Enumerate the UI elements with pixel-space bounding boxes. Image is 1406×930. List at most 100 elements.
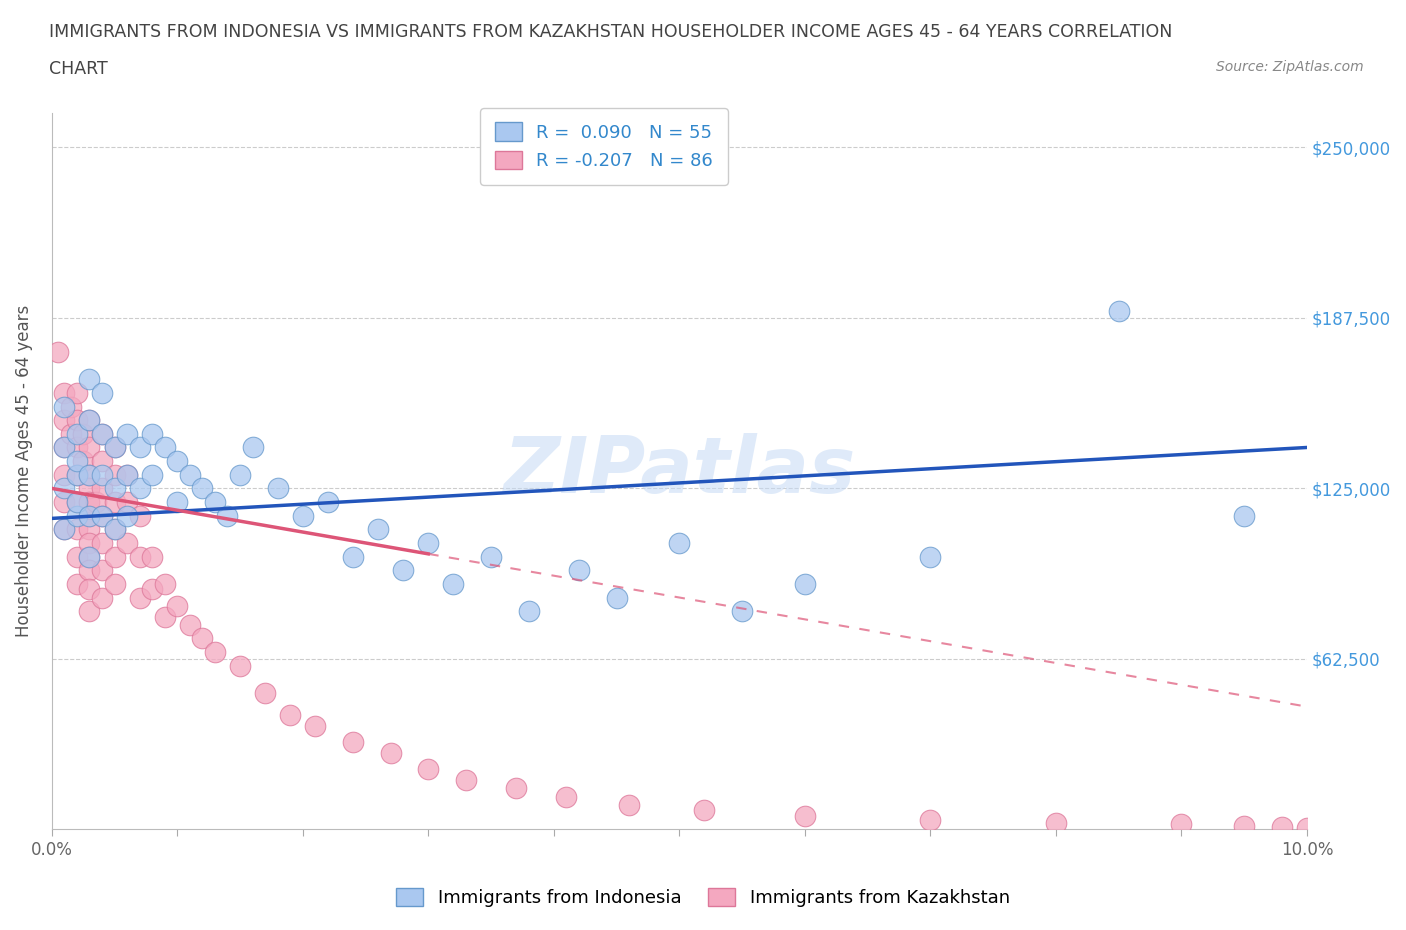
Point: [53, 399, 76, 414]
Point: [204, 644, 226, 659]
Point: [53, 440, 76, 455]
Point: [115, 467, 138, 482]
Point: [115, 426, 138, 441]
Point: [103, 549, 125, 564]
Point: [141, 426, 163, 441]
Point: [141, 582, 163, 597]
Point: [606, 590, 628, 604]
Point: [367, 522, 389, 537]
Point: [66, 495, 89, 510]
Point: [555, 790, 578, 804]
Point: [217, 508, 239, 523]
Point: [920, 549, 942, 564]
Point: [304, 718, 326, 733]
Point: [72, 426, 94, 441]
Point: [103, 522, 125, 537]
Point: [128, 508, 150, 523]
Point: [1384, 822, 1406, 837]
Point: [66, 577, 89, 591]
Point: [128, 440, 150, 455]
Point: [53, 522, 76, 537]
Text: Source: ZipAtlas.com: Source: ZipAtlas.com: [1216, 60, 1364, 74]
Point: [128, 590, 150, 604]
Point: [79, 467, 101, 482]
Point: [66, 467, 89, 482]
Point: [79, 481, 101, 496]
Point: [278, 708, 301, 723]
Point: [79, 467, 101, 482]
Point: [617, 797, 640, 812]
Point: [79, 582, 101, 597]
Text: CHART: CHART: [49, 60, 108, 78]
Point: [153, 609, 176, 624]
Point: [1170, 817, 1192, 832]
Point: [141, 549, 163, 564]
Point: [79, 508, 101, 523]
Point: [103, 481, 125, 496]
Point: [66, 426, 89, 441]
Point: [46, 344, 69, 359]
Point: [418, 536, 440, 551]
Point: [79, 413, 101, 428]
Point: [84, 495, 107, 510]
Point: [79, 413, 101, 428]
Legend: R =  0.090   N = 55, R = -0.207   N = 86: R = 0.090 N = 55, R = -0.207 N = 86: [481, 108, 727, 185]
Point: [191, 631, 214, 645]
Point: [153, 577, 176, 591]
Point: [153, 440, 176, 455]
Point: [79, 522, 101, 537]
Point: [53, 440, 76, 455]
Point: [179, 618, 201, 632]
Point: [266, 481, 288, 496]
Point: [66, 454, 89, 469]
Point: [66, 495, 89, 510]
Point: [79, 563, 101, 578]
Point: [66, 508, 89, 523]
Point: [53, 522, 76, 537]
Text: ZIPatlas: ZIPatlas: [503, 433, 855, 510]
Point: [166, 454, 188, 469]
Point: [418, 762, 440, 777]
Point: [1333, 821, 1355, 836]
Point: [91, 426, 114, 441]
Point: [380, 746, 402, 761]
Point: [793, 577, 815, 591]
Point: [91, 385, 114, 400]
Point: [79, 549, 101, 564]
Point: [1108, 303, 1130, 318]
Point: [103, 495, 125, 510]
Text: IMMIGRANTS FROM INDONESIA VS IMMIGRANTS FROM KAZAKHSTAN HOUSEHOLDER INCOME AGES : IMMIGRANTS FROM INDONESIA VS IMMIGRANTS …: [49, 23, 1173, 41]
Point: [103, 467, 125, 482]
Point: [342, 735, 364, 750]
Point: [668, 536, 690, 551]
Point: [1396, 822, 1406, 837]
Point: [1271, 819, 1294, 834]
Point: [115, 495, 138, 510]
Point: [66, 385, 89, 400]
Y-axis label: Householder Income Ages 45 - 64 years: Householder Income Ages 45 - 64 years: [15, 305, 32, 637]
Legend: Immigrants from Indonesia, Immigrants from Kazakhstan: Immigrants from Indonesia, Immigrants fr…: [387, 879, 1019, 916]
Point: [479, 549, 502, 564]
Point: [229, 467, 252, 482]
Point: [91, 508, 114, 523]
Point: [53, 495, 76, 510]
Point: [392, 563, 415, 578]
Point: [179, 467, 201, 482]
Point: [79, 508, 101, 523]
Point: [342, 549, 364, 564]
Point: [79, 549, 101, 564]
Point: [91, 508, 114, 523]
Point: [53, 481, 76, 496]
Point: [79, 372, 101, 387]
Point: [79, 495, 101, 510]
Point: [59, 399, 82, 414]
Point: [91, 467, 114, 482]
Point: [291, 508, 314, 523]
Point: [59, 426, 82, 441]
Point: [242, 440, 264, 455]
Point: [72, 454, 94, 469]
Point: [920, 813, 942, 828]
Point: [66, 440, 89, 455]
Point: [66, 522, 89, 537]
Point: [53, 413, 76, 428]
